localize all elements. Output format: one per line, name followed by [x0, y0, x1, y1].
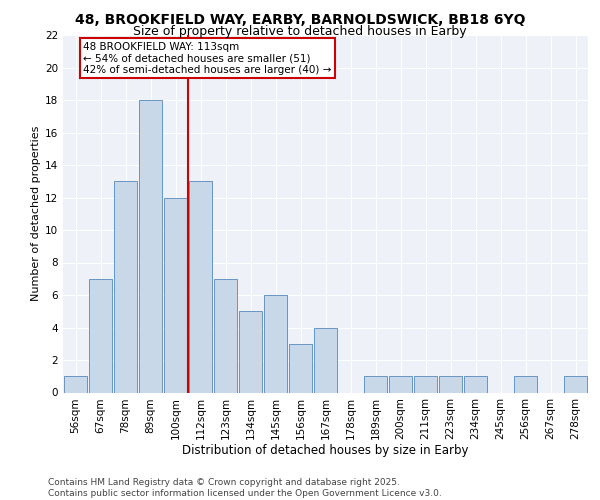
Bar [414, 376, 437, 392]
Bar [389, 376, 412, 392]
Bar [264, 295, 287, 392]
Bar [239, 311, 262, 392]
Bar [64, 376, 87, 392]
Bar [514, 376, 537, 392]
Bar [214, 279, 237, 392]
Bar [139, 100, 162, 392]
Text: 48 BROOKFIELD WAY: 113sqm
← 54% of detached houses are smaller (51)
42% of semi-: 48 BROOKFIELD WAY: 113sqm ← 54% of detac… [83, 42, 331, 74]
Bar [464, 376, 487, 392]
Bar [564, 376, 587, 392]
Text: Size of property relative to detached houses in Earby: Size of property relative to detached ho… [133, 25, 467, 38]
Bar [439, 376, 462, 392]
Text: Contains HM Land Registry data © Crown copyright and database right 2025.
Contai: Contains HM Land Registry data © Crown c… [48, 478, 442, 498]
Bar [289, 344, 312, 393]
Text: 48, BROOKFIELD WAY, EARBY, BARNOLDSWICK, BB18 6YQ: 48, BROOKFIELD WAY, EARBY, BARNOLDSWICK,… [75, 12, 525, 26]
Bar [114, 182, 137, 392]
Bar [314, 328, 337, 392]
Bar [364, 376, 387, 392]
Bar [189, 182, 212, 392]
Bar [164, 198, 187, 392]
X-axis label: Distribution of detached houses by size in Earby: Distribution of detached houses by size … [182, 444, 469, 456]
Bar [89, 279, 112, 392]
Y-axis label: Number of detached properties: Number of detached properties [31, 126, 41, 302]
